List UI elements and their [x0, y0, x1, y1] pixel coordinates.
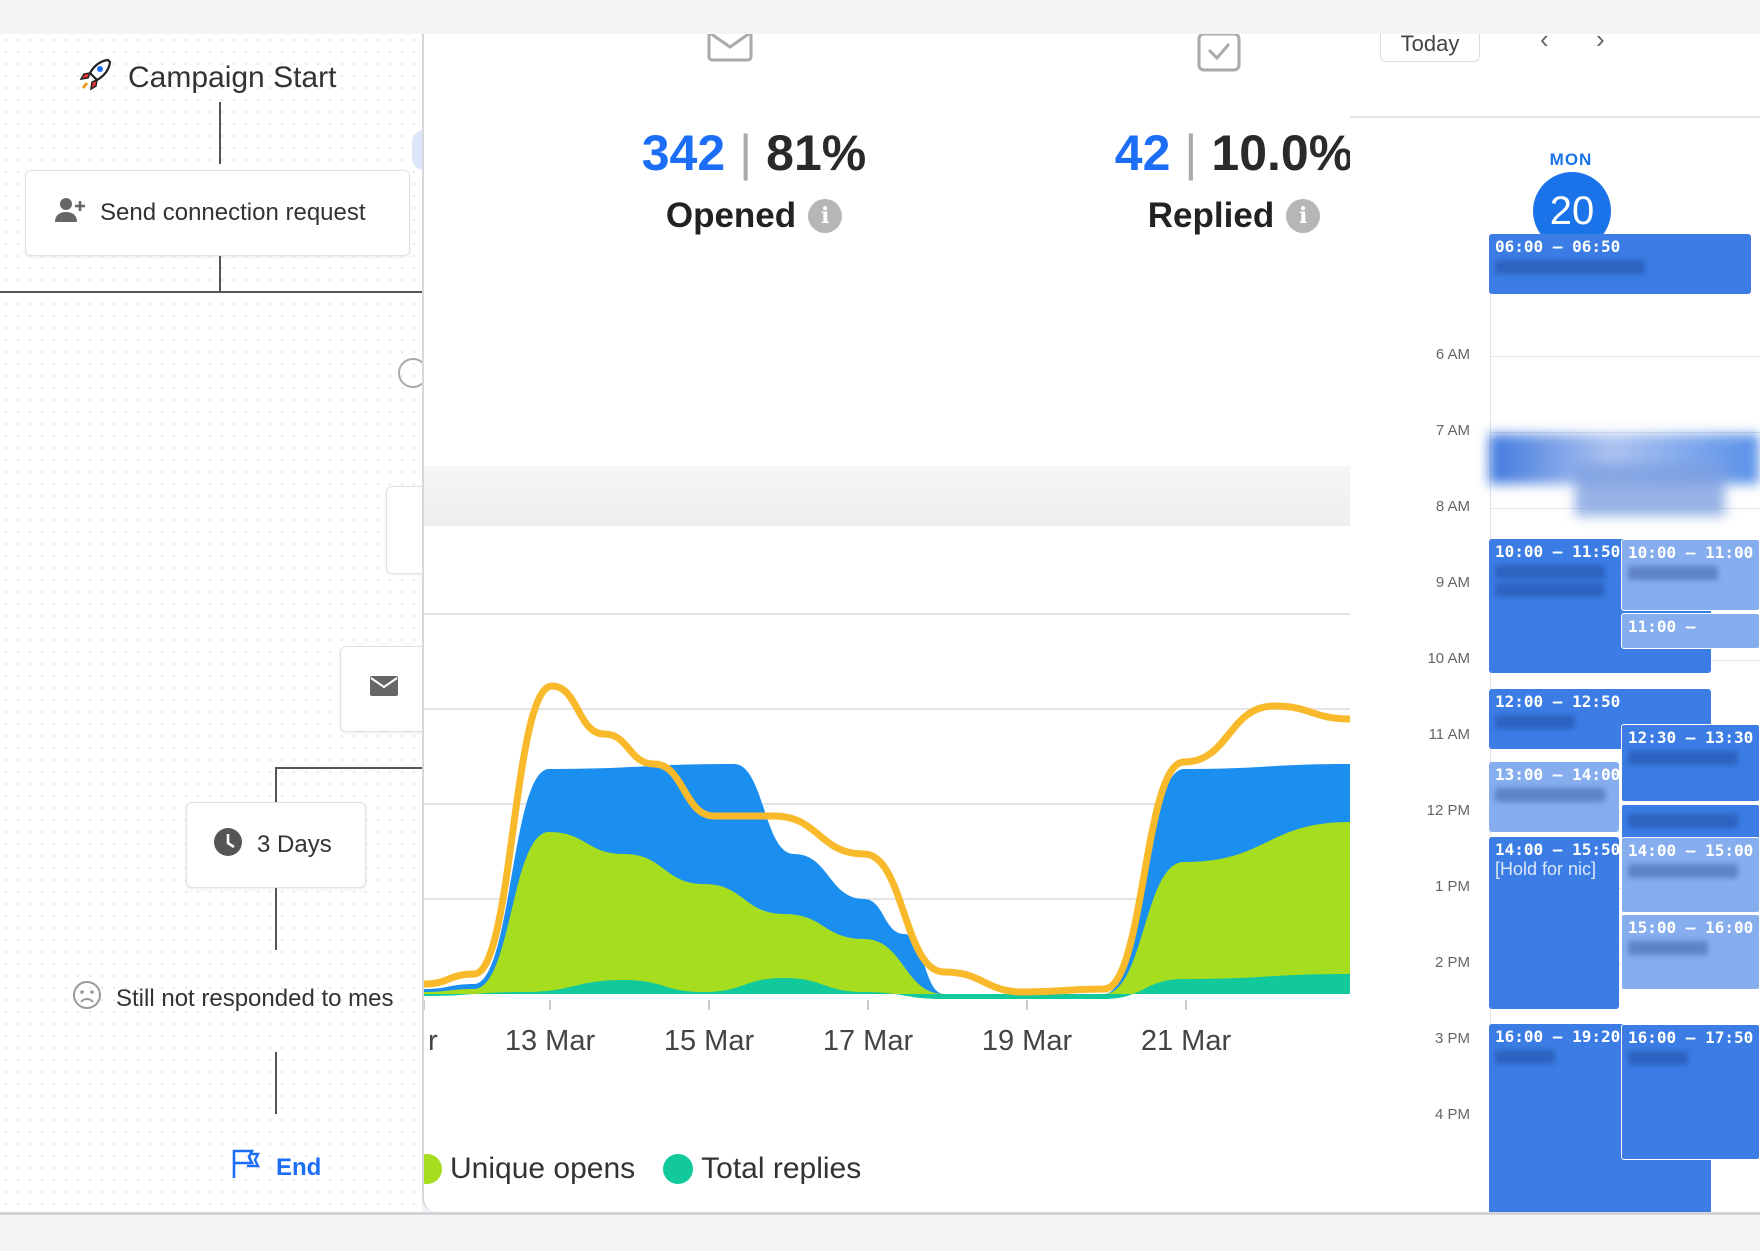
chart-legend: Unique opens Total replies: [424, 1152, 861, 1186]
hour-gridline: [1490, 432, 1760, 433]
replied-stat: 42 | 10.0% Replied i: [1114, 125, 1352, 235]
x-tick-label: 17 Mar: [823, 1025, 914, 1057]
x-tick-label: r: [428, 1025, 438, 1057]
top-bar: [0, 0, 1760, 37]
panel-divider: [424, 466, 1350, 526]
previous-icon[interactable]: ‹: [1540, 34, 1549, 54]
checkbox-icon: [1197, 34, 1241, 77]
hour-label: 2 PM: [1434, 954, 1470, 971]
day-name: MON: [1549, 150, 1593, 169]
hour-label: 7 AM: [1435, 422, 1470, 439]
replied-label: Replied: [1147, 196, 1275, 235]
collapsed-node[interactable]: [386, 486, 422, 574]
hour-label: 4 PM: [1434, 1106, 1470, 1123]
x-tick-label: 15 Mar: [664, 1025, 755, 1057]
calendar-panel: Today ‹ › MON 20 6 AM 7 AM 8 AM 9 AM 10 AM 11…: [1350, 34, 1760, 1212]
legend-unique-opens[interactable]: Unique opens: [450, 1152, 636, 1185]
clock-icon: [213, 827, 243, 864]
calendar-event[interactable]: 12:30 – 13:30: [1621, 724, 1760, 802]
envelope-icon: [369, 675, 399, 704]
today-button[interactable]: Today: [1380, 34, 1480, 62]
info-icon[interactable]: i: [808, 199, 843, 233]
campaign-flow-canvas[interactable]: Campaign Start Send connection request 3…: [0, 34, 422, 1212]
yellow-series-line: [424, 682, 1350, 996]
rocket-icon: [78, 56, 114, 99]
total-replies-area: [424, 974, 1350, 999]
opened-stat: 342 | 81% Opened i: [641, 125, 867, 235]
calendar-event[interactable]: 14:00 – 15:00: [1621, 837, 1760, 913]
end-node[interactable]: End: [230, 1148, 321, 1187]
add-user-icon: [54, 197, 86, 230]
x-tick-label: 19 Mar: [982, 1025, 1073, 1057]
legend-swatch-unique-opens: [424, 1154, 442, 1184]
add-branch-handle[interactable]: [412, 130, 422, 170]
opened-percent: 81%: [766, 125, 867, 181]
hour-label: 6 AM: [1435, 346, 1470, 363]
calendar-event[interactable]: 16:00 – 17:50: [1621, 1024, 1760, 1160]
wait-delay-node[interactable]: 3 Days: [186, 802, 366, 888]
condition-node[interactable]: Still not responded to mes: [72, 980, 394, 1017]
send-email-node[interactable]: [340, 646, 422, 732]
calendar-event[interactable]: 13:00 – 14:00: [1489, 762, 1619, 832]
opened-count: 342: [641, 125, 726, 181]
analytics-panel: 342 | 81% Opened i 42 | 10.0% Replied i r 13 Ma…: [422, 34, 1352, 1212]
envelope-icon: [707, 34, 753, 69]
legend-swatch-total-replies: [663, 1154, 694, 1184]
bottom-bar: [0, 1212, 1760, 1251]
unique-opens-area: [424, 822, 1350, 994]
replied-percent: 10.0%: [1211, 125, 1352, 181]
hour-label: 12 PM: [1426, 802, 1470, 819]
hour-label: 11 AM: [1428, 726, 1470, 743]
opens-replies-chart[interactable]: r 13 Mar 15 Mar 17 Mar 19 Mar 21 Mar: [424, 594, 1350, 1154]
send-connection-request-node[interactable]: Send connection request: [25, 170, 410, 256]
calendar-event[interactable]: 11:00 –: [1621, 613, 1760, 649]
hour-label: 10 AM: [1427, 650, 1470, 667]
condition-label: Still not responded to mes: [116, 984, 394, 1012]
hour-label: 8 AM: [1435, 498, 1470, 515]
legend-total-replies[interactable]: Total replies: [701, 1152, 862, 1185]
info-icon[interactable]: i: [1286, 199, 1321, 233]
replied-count: 42: [1114, 125, 1171, 181]
campaign-start-node[interactable]: Campaign Start: [78, 56, 336, 99]
calendar-event[interactable]: 10:00 – 11:00: [1621, 539, 1760, 611]
sad-face-icon: [72, 980, 102, 1017]
calendar-event[interactable]: 06:00 – 06:50: [1489, 234, 1751, 294]
hour-label: 3 PM: [1434, 1030, 1470, 1047]
end-label: End: [276, 1153, 322, 1181]
blurred-event[interactable]: [1575, 464, 1725, 516]
flag-icon: [230, 1148, 262, 1187]
x-tick-label: 21 Mar: [1141, 1025, 1232, 1057]
calendar-event[interactable]: [1621, 804, 1760, 840]
wait-delay-label: 3 Days: [257, 831, 332, 858]
opened-label: Opened: [665, 196, 797, 235]
hour-label: 1 PM: [1434, 878, 1470, 895]
hour-gridline: [1490, 356, 1760, 357]
sad-face-icon: [398, 358, 422, 388]
next-icon[interactable]: ›: [1596, 34, 1605, 54]
calendar-event[interactable]: 15:00 – 16:00: [1621, 914, 1760, 990]
campaign-start-label: Campaign Start: [128, 60, 337, 94]
send-connection-request-label: Send connection request: [100, 199, 366, 226]
hour-label: 9 AM: [1435, 574, 1470, 591]
calendar-event[interactable]: 14:00 – 15:50 [Hold for nic]: [1489, 837, 1619, 1009]
x-tick-label: 13 Mar: [505, 1025, 596, 1057]
